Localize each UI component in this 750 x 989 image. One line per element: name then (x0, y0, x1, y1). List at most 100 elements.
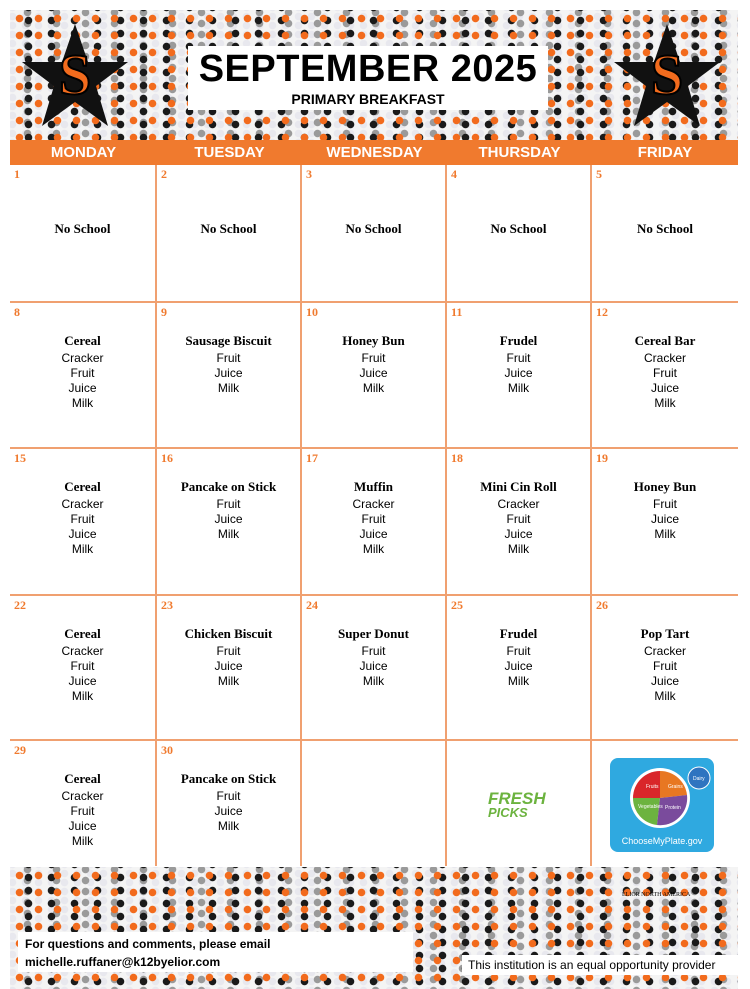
date: 24 (306, 598, 318, 612)
side-item: Fruit (653, 497, 677, 511)
main-item: Muffin (354, 479, 393, 494)
contact-box: For questions and comments, please email… (18, 932, 413, 972)
side-item: Milk (217, 527, 240, 541)
day-header: TUESDAY (157, 140, 302, 165)
day-cell: 15 Cereal Cracker Fruit Juice Milk (10, 449, 157, 596)
side-item: Juice (68, 819, 97, 833)
main-item: Cereal Bar (634, 333, 696, 348)
logo: S (614, 24, 720, 126)
side-item: Milk (654, 689, 676, 703)
date: 19 (596, 451, 608, 465)
side-item: Fruit (653, 366, 677, 380)
main-item: No School (345, 221, 402, 236)
side-item: Fruit (506, 644, 531, 658)
logo-letter: S (59, 42, 91, 107)
plate-label: Dairy (693, 776, 705, 782)
side-item: Fruit (216, 789, 241, 803)
side-item: Fruit (70, 804, 95, 818)
side-item: Fruit (506, 351, 531, 365)
day-cell: 16 Pancake on Stick Fruit Juice Milk (157, 449, 302, 596)
main-item: No School (200, 221, 257, 236)
day-cell: 23 Chicken Biscuit Fruit Juice Milk (157, 596, 302, 741)
side-item: Milk (654, 527, 676, 541)
main-item: Super Donut (338, 626, 409, 641)
day-cell: 17 Muffin Cracker Fruit Juice Milk (302, 449, 447, 596)
date: 11 (451, 305, 463, 319)
main-item: Cereal (64, 771, 101, 786)
menu: Chicken Biscuit Fruit Juice Milk (157, 596, 300, 689)
plate-label: Fruits (646, 784, 659, 790)
date: 30 (161, 743, 173, 757)
side-item: Fruit (70, 366, 95, 380)
side-item: Milk (217, 674, 240, 688)
side-item: Milk (362, 381, 385, 395)
side-item: Milk (71, 396, 94, 410)
day-cell: 4 No School (447, 165, 592, 303)
plate-caption: ChooseMyPlate.gov (622, 836, 703, 846)
side-item: Fruit (361, 351, 386, 365)
side-item: Fruit (216, 644, 241, 658)
side-item: Juice (504, 366, 533, 380)
menu: Cereal Cracker Fruit Juice Milk (10, 303, 155, 411)
day-cell (447, 741, 592, 866)
day-cell: 8 Cereal Cracker Fruit Juice Milk (10, 303, 157, 449)
side-item: Cracker (61, 644, 104, 658)
main-item: Sausage Biscuit (185, 333, 272, 348)
menu: Cereal Cracker Fruit Juice Milk (10, 449, 155, 557)
side-item: Milk (362, 542, 385, 556)
date: 22 (14, 598, 26, 612)
contact-line: For questions and comments, please email (25, 937, 271, 951)
main-item: No School (54, 221, 111, 236)
side-item: Fruit (216, 351, 241, 365)
main-item: Cereal (64, 333, 101, 348)
side-item: Cracker (643, 351, 686, 365)
day-cell: 10 Honey Bun Fruit Juice Milk (302, 303, 447, 449)
menu: Pancake on Stick Fruit Juice Milk (157, 449, 300, 542)
side-item: Milk (507, 674, 530, 688)
title-box: SEPTEMBER 2025 PRIMARY BREAKFAST (188, 46, 548, 110)
date: 9 (161, 305, 167, 319)
menu: No School (447, 165, 590, 237)
day-cell: 9 Sausage Biscuit Fruit Juice Milk (157, 303, 302, 449)
date: 5 (596, 167, 602, 181)
day-cell: 24 Super Donut Fruit Juice Milk (302, 596, 447, 741)
day-cell: 29 Cereal Cracker Fruit Juice Milk (10, 741, 157, 866)
side-item: Juice (650, 674, 679, 688)
side-item: Juice (214, 659, 243, 673)
side-item: Fruit (216, 497, 241, 511)
date: 29 (14, 743, 26, 757)
date: 16 (161, 451, 173, 465)
plate-label: Grains (668, 784, 683, 790)
date: 15 (14, 451, 26, 465)
menu: No School (302, 165, 445, 237)
date: 17 (306, 451, 318, 465)
side-item: Juice (68, 674, 97, 688)
subtitle: PRIMARY BREAKFAST (291, 91, 445, 107)
date: 3 (306, 167, 312, 181)
fresh-picks-line: PICKS (488, 805, 528, 820)
side-item: Fruit (361, 512, 386, 526)
side-item: Juice (68, 381, 97, 395)
menu: No School (157, 165, 300, 237)
main-item: Pop Tart (640, 626, 690, 641)
logo-letter: S (651, 42, 683, 107)
day-cell: 19 Honey Bun Fruit Juice Milk (592, 449, 738, 596)
side-item: Fruit (506, 512, 531, 526)
day-cell: 26 Pop Tart Cracker Fruit Juice Milk (592, 596, 738, 741)
side-item: Juice (214, 804, 243, 818)
side-item: Fruit (70, 512, 95, 526)
day-cell: 25 Frudel Fruit Juice Milk (447, 596, 592, 741)
day-cell: 11 Frudel Fruit Juice Milk (447, 303, 592, 449)
side-item: Fruit (653, 659, 677, 673)
main-item: Pancake on Stick (180, 771, 277, 786)
main-item: Cereal (64, 479, 101, 494)
side-item: Milk (217, 381, 240, 395)
side-item: Cracker (643, 644, 686, 658)
menu: Cereal Cracker Fruit Juice Milk (10, 741, 155, 849)
notice: This institution is an equal opportunity… (462, 955, 738, 975)
company: ELIOR NORTH AMERICA (622, 892, 691, 898)
side-item: Milk (71, 689, 94, 703)
side-item: Juice (68, 527, 97, 541)
day-cell: 2 No School (157, 165, 302, 303)
plate-label: Vegetables (638, 804, 663, 810)
